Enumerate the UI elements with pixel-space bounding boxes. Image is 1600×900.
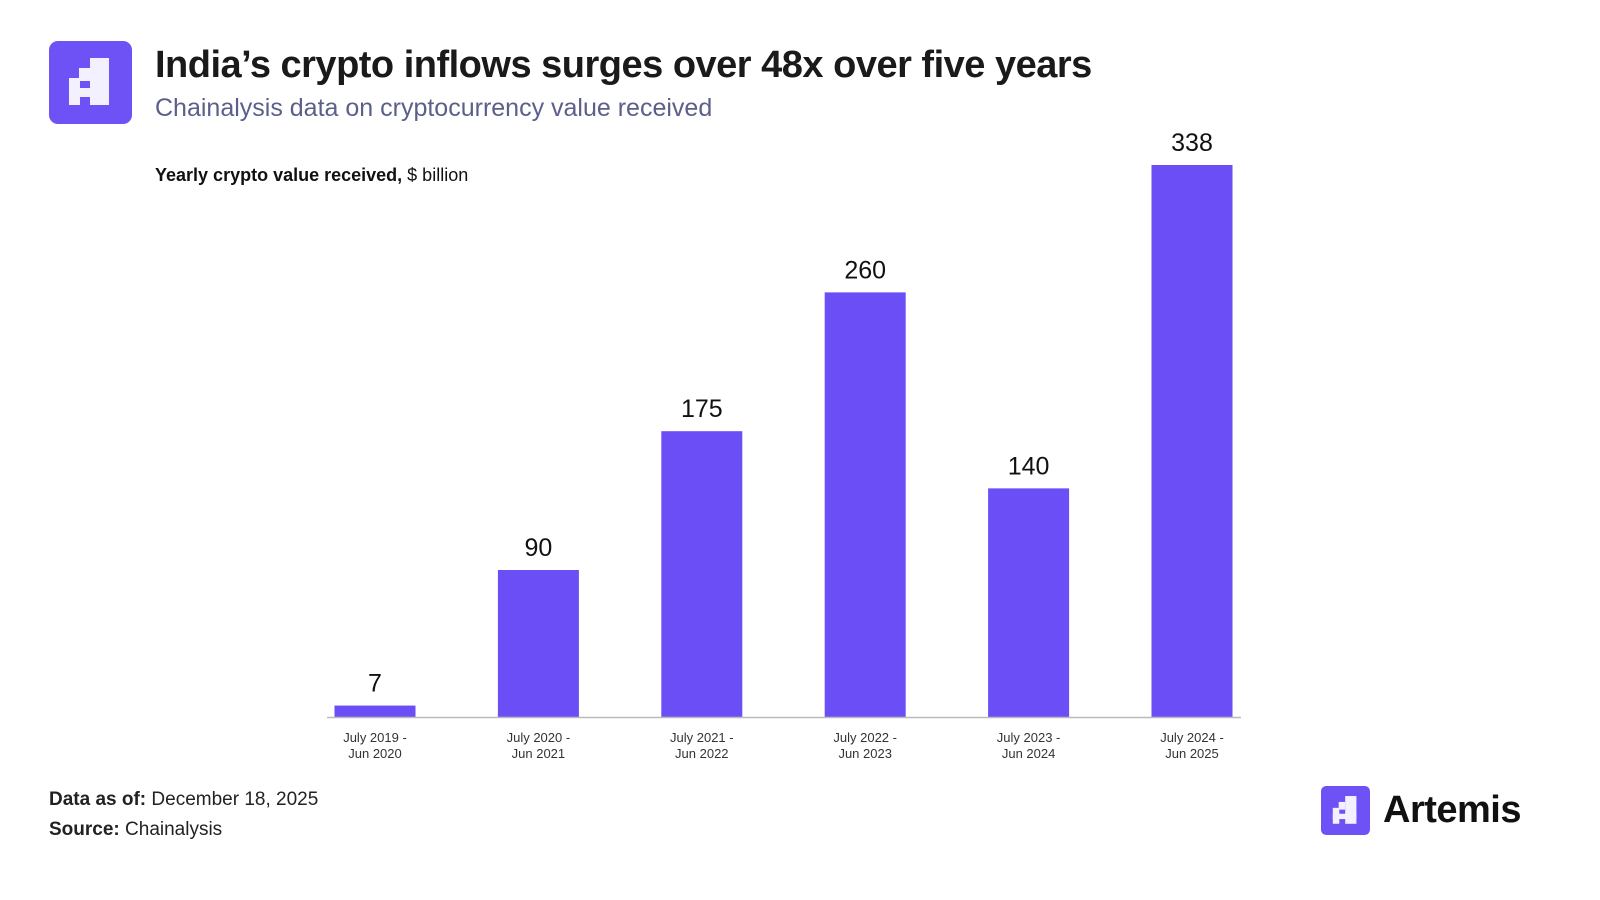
- page-subtitle: Chainalysis data on cryptocurrency value…: [155, 94, 713, 122]
- x-tick-label: July 2024 -: [1160, 730, 1224, 745]
- x-tick-label: Jun 2025: [1165, 746, 1219, 761]
- bar: [334, 705, 416, 717]
- data-as-of-label: Data as of:: [49, 789, 147, 810]
- data-as-of: Data as of: December 18, 2025: [49, 785, 318, 815]
- bar: [824, 292, 906, 717]
- artemis-logo-icon: [49, 41, 132, 124]
- source-label: Source:: [49, 819, 120, 840]
- data-label: 175: [681, 395, 723, 423]
- source-value: Chainalysis: [125, 819, 223, 840]
- data-label: 260: [844, 256, 886, 284]
- data-label: 90: [524, 534, 552, 562]
- artemis-logo-icon: [1321, 786, 1370, 835]
- x-tick-label: July 2022 -: [833, 730, 897, 745]
- y-axis-label: Yearly crypto value received, $ billion: [155, 165, 468, 186]
- footer: Data as of: December 18, 2025 Source: Ch…: [49, 785, 318, 845]
- brand: Artemis: [1321, 786, 1522, 835]
- bar: [1151, 165, 1233, 717]
- page-title: India’s crypto inflows surges over 48x o…: [155, 44, 1092, 86]
- data-label: 338: [1171, 129, 1213, 157]
- source: Source: Chainalysis: [49, 815, 318, 845]
- bar: [988, 488, 1070, 717]
- y-axis-label-bold: Yearly crypto value received,: [155, 165, 403, 185]
- x-tick-label: Jun 2020: [348, 746, 402, 761]
- data-as-of-value: December 18, 2025: [151, 789, 319, 810]
- data-label: 7: [368, 670, 382, 698]
- y-axis-unit: $ billion: [407, 165, 469, 185]
- x-tick-label: Jun 2023: [838, 746, 892, 761]
- x-tick-label: July 2023 -: [997, 730, 1061, 745]
- data-label: 140: [1008, 452, 1050, 480]
- x-tick-label: Jun 2022: [675, 746, 729, 761]
- x-tick-label: July 2020 -: [507, 730, 571, 745]
- x-tick-label: July 2019 -: [343, 730, 407, 745]
- x-tick-label: Jun 2021: [512, 746, 566, 761]
- x-tick-label: July 2021 -: [670, 730, 734, 745]
- bar: [497, 570, 579, 717]
- bar: [661, 431, 743, 717]
- brand-name: Artemis: [1383, 789, 1522, 831]
- x-tick-label: Jun 2024: [1002, 746, 1056, 761]
